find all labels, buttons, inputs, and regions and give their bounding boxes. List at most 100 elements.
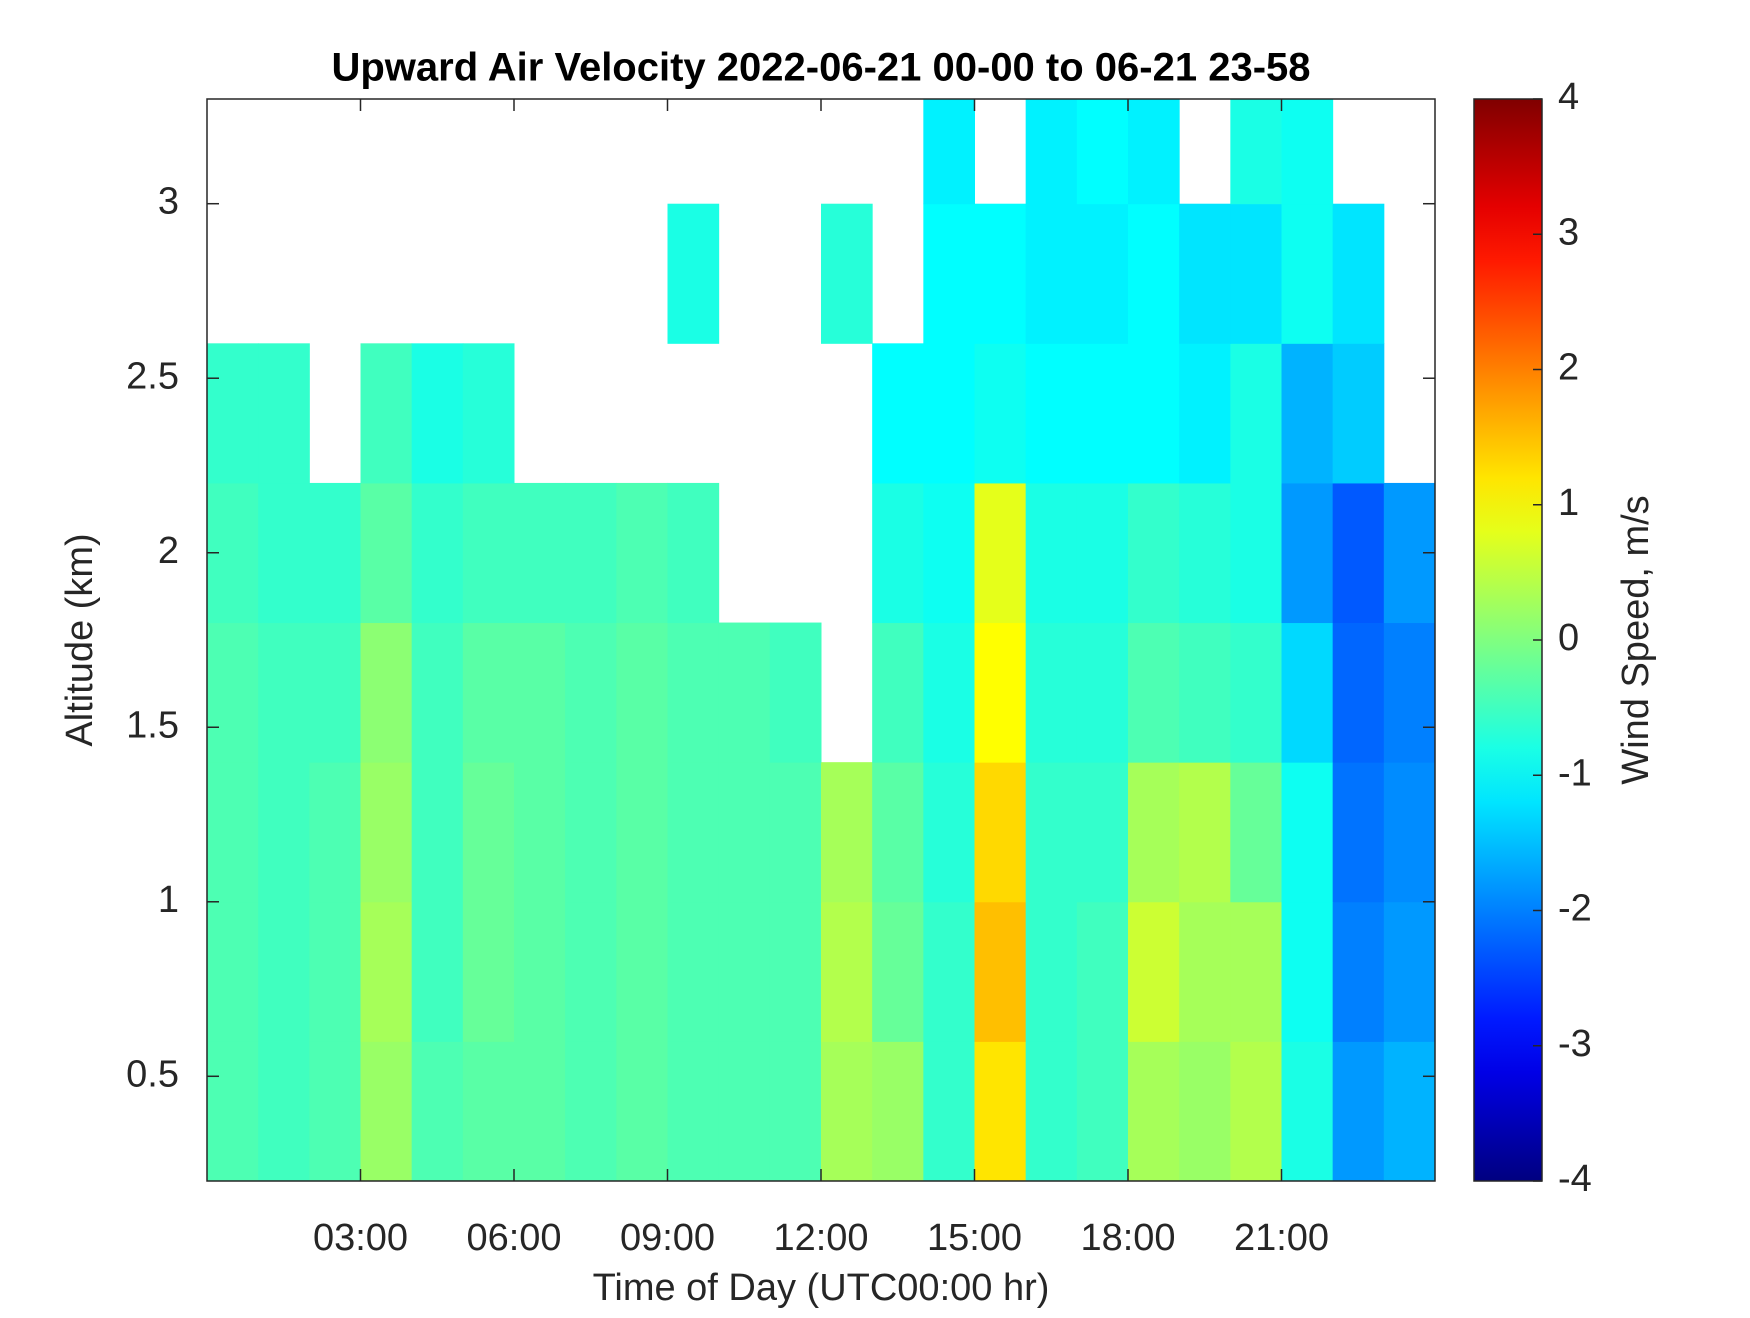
heatmap-cell	[411, 343, 464, 484]
heatmap-cell	[1076, 343, 1129, 484]
heatmap-cell	[1025, 482, 1078, 624]
x-tick-label: 15:00	[927, 1217, 1022, 1259]
y-tick-label: 0.5	[126, 1053, 179, 1095]
y-tick-label: 1.5	[126, 704, 179, 746]
heatmap-cell	[923, 99, 975, 205]
heatmap-cell	[1076, 482, 1129, 624]
heatmap-cell	[923, 901, 975, 1042]
heatmap-cell	[258, 1041, 310, 1182]
x-tick-label: 09:00	[620, 1217, 715, 1259]
heatmap-cell	[258, 622, 310, 763]
heatmap-cell	[1025, 622, 1078, 763]
heatmap-cell	[1281, 343, 1334, 484]
heatmap-cell	[821, 901, 873, 1042]
heatmap-cell	[360, 482, 413, 624]
heatmap-cell	[1332, 482, 1385, 624]
heatmap-cell	[1281, 203, 1334, 344]
heatmap-cell	[309, 1041, 361, 1182]
heatmap-cell	[923, 203, 975, 344]
x-tick-label: 03:00	[313, 1217, 408, 1259]
heatmap-cell	[462, 622, 515, 763]
heatmap-cell	[616, 762, 668, 903]
heatmap-cell	[1332, 762, 1385, 903]
heatmap-cell	[514, 901, 566, 1042]
heatmap-cell	[1281, 99, 1334, 205]
colorbar-tick-label: 0	[1558, 617, 1579, 659]
heatmap-cell	[1281, 622, 1334, 763]
heatmap-cell	[565, 622, 617, 763]
heatmap-cell	[1230, 343, 1282, 484]
heatmap-cell	[1179, 203, 1231, 344]
heatmap-cell	[462, 343, 515, 484]
heatmap-cell	[309, 901, 361, 1042]
heatmap-cell	[821, 1041, 873, 1182]
y-axis-label: Altitude (km)	[59, 533, 101, 746]
y-tick-label: 3	[158, 181, 179, 223]
heatmap-cell	[411, 482, 464, 624]
heatmap-cell	[923, 343, 975, 484]
heatmap-cell	[923, 1041, 975, 1182]
heatmap-cell	[309, 482, 361, 624]
heatmap-cell	[1179, 901, 1231, 1042]
heatmap-cell	[872, 1041, 924, 1182]
heatmap-cell	[1281, 482, 1334, 624]
heatmap-cell	[1332, 1041, 1385, 1182]
heatmap-cell	[1076, 762, 1129, 903]
x-axis-label: Time of Day (UTC00:00 hr)	[593, 1267, 1050, 1309]
heatmap-cell	[1332, 203, 1385, 344]
heatmap-cell	[411, 622, 464, 763]
heatmap-cell	[1332, 622, 1385, 763]
heatmap-cell	[1179, 622, 1231, 763]
heatmap-cell	[667, 901, 720, 1042]
heatmap-cell	[974, 762, 1027, 903]
heatmap-cell	[207, 762, 259, 903]
heatmap-cell	[718, 622, 771, 763]
heatmap-cell	[309, 622, 361, 763]
heatmap	[207, 99, 1436, 1182]
chart-title: Upward Air Velocity 2022-06-21 00-00 to …	[331, 46, 1310, 90]
heatmap-cell	[1128, 622, 1180, 763]
heatmap-cell	[1230, 901, 1282, 1042]
heatmap-cell	[1179, 343, 1231, 484]
heatmap-cell	[872, 482, 924, 624]
heatmap-cell	[462, 901, 515, 1042]
heatmap-cell	[821, 762, 873, 903]
heatmap-cell	[1332, 343, 1385, 484]
heatmap-cell	[718, 901, 771, 1042]
y-tick-label: 2.5	[126, 355, 179, 397]
heatmap-cell	[974, 1041, 1027, 1182]
heatmap-cell	[207, 1041, 259, 1182]
colorbar-tick-label: -2	[1558, 888, 1592, 930]
heatmap-cell	[1128, 901, 1180, 1042]
heatmap-cell	[667, 203, 720, 344]
x-tick-label: 18:00	[1080, 1217, 1175, 1259]
heatmap-cell	[514, 482, 566, 624]
heatmap-cell	[1025, 203, 1078, 344]
heatmap-cell	[616, 901, 668, 1042]
heatmap-cell	[1128, 99, 1180, 205]
heatmap-cell	[258, 762, 310, 903]
heatmap-cell	[1230, 1041, 1282, 1182]
heatmap-cell	[462, 762, 515, 903]
colorbar	[1473, 98, 1543, 1182]
heatmap-cell	[1230, 482, 1282, 624]
heatmap-cell	[1383, 901, 1436, 1042]
colorbar-label: Wind Speed, m/s	[1615, 495, 1657, 784]
heatmap-cell	[258, 482, 310, 624]
x-tick-label: 12:00	[773, 1217, 868, 1259]
heatmap-cell	[462, 1041, 515, 1182]
heatmap-cell	[1179, 1041, 1231, 1182]
heatmap-cell	[411, 1041, 464, 1182]
heatmap-cell	[360, 901, 413, 1042]
colorbar-tick-label: 2	[1558, 347, 1579, 389]
colorbar-tick-label: -1	[1558, 752, 1592, 794]
heatmap-cell	[565, 482, 617, 624]
heatmap-cell	[667, 482, 720, 624]
colorbar-tick-label: -3	[1558, 1023, 1592, 1065]
heatmap-cell	[974, 482, 1027, 624]
heatmap-cell	[1076, 1041, 1129, 1182]
heatmap-cell	[1025, 901, 1078, 1042]
heatmap-cell	[565, 762, 617, 903]
heatmap-cell	[1383, 1041, 1436, 1182]
colorbar-tick-label: 4	[1558, 76, 1579, 118]
